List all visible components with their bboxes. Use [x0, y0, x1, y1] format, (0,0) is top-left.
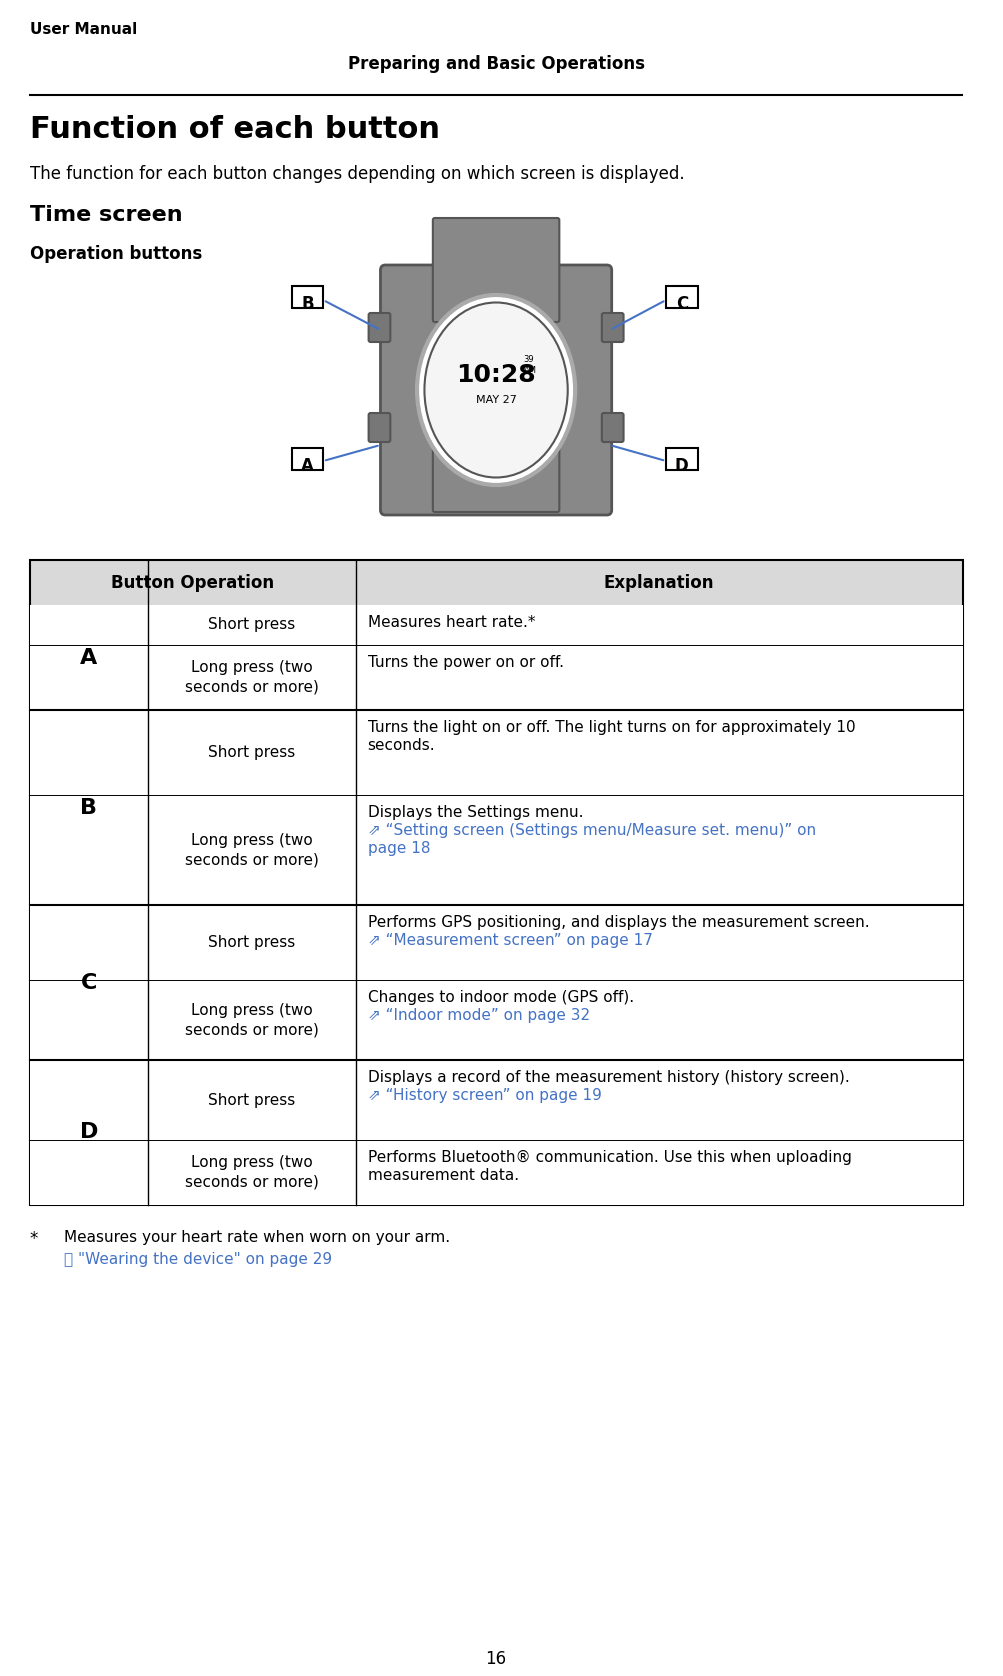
Text: User Manual: User Manual — [30, 22, 136, 37]
Text: Function of each button: Function of each button — [30, 116, 439, 144]
Text: D: D — [674, 458, 688, 474]
Text: Performs Bluetooth® communication. Use this when uploading: Performs Bluetooth® communication. Use t… — [367, 1150, 851, 1165]
Text: Measures your heart rate when worn on your arm.: Measures your heart rate when worn on yo… — [64, 1230, 450, 1245]
Bar — [665, 287, 697, 308]
Bar — [30, 560, 962, 1205]
Text: Changes to indoor mode (GPS off).: Changes to indoor mode (GPS off). — [367, 991, 633, 1006]
Text: Turns the light on or off. The light turns on for approximately 10: Turns the light on or off. The light tur… — [367, 721, 855, 736]
Text: Time screen: Time screen — [30, 204, 183, 225]
Bar — [30, 905, 962, 980]
Bar — [291, 287, 323, 308]
Bar — [30, 560, 962, 605]
Text: MAY 27: MAY 27 — [475, 396, 516, 406]
Text: Short press: Short press — [209, 935, 295, 950]
Text: Long press (two
seconds or more): Long press (two seconds or more) — [185, 660, 319, 696]
Text: 10:28: 10:28 — [455, 364, 536, 387]
Ellipse shape — [416, 295, 575, 484]
Ellipse shape — [424, 302, 567, 478]
FancyBboxPatch shape — [368, 412, 390, 442]
Text: 39
AM: 39 AM — [524, 355, 537, 375]
Text: Operation buttons: Operation buttons — [30, 245, 202, 263]
Bar — [30, 645, 962, 711]
Text: A: A — [80, 647, 97, 667]
FancyBboxPatch shape — [601, 313, 623, 342]
Text: Long press (two
seconds or more): Long press (two seconds or more) — [185, 1002, 319, 1037]
Text: Long press (two
seconds or more): Long press (two seconds or more) — [185, 833, 319, 868]
Text: Preparing and Basic Operations: Preparing and Basic Operations — [347, 55, 644, 74]
Text: ⇗ “Measurement screen” on page 17: ⇗ “Measurement screen” on page 17 — [367, 934, 652, 949]
Text: The function for each button changes depending on which screen is displayed.: The function for each button changes dep… — [30, 164, 684, 183]
Text: 📖 "Wearing the device" on page 29: 📖 "Wearing the device" on page 29 — [64, 1252, 332, 1267]
Text: B: B — [301, 295, 313, 313]
FancyBboxPatch shape — [601, 412, 623, 442]
Bar — [291, 447, 323, 469]
Bar — [30, 980, 962, 1059]
Text: Short press: Short press — [209, 746, 295, 759]
Bar — [30, 1140, 962, 1205]
Bar — [30, 711, 962, 794]
FancyBboxPatch shape — [432, 437, 559, 511]
Text: Explanation: Explanation — [603, 573, 714, 592]
Text: A: A — [301, 458, 314, 474]
Text: Measures heart rate.*: Measures heart rate.* — [367, 615, 535, 630]
Bar — [30, 1059, 962, 1140]
FancyBboxPatch shape — [368, 313, 390, 342]
Text: ⇗ “History screen” on page 19: ⇗ “History screen” on page 19 — [367, 1088, 601, 1103]
Text: 16: 16 — [485, 1649, 507, 1668]
Text: B: B — [80, 798, 97, 818]
Text: ⇗ “Setting screen (Settings menu/Measure set. menu)” on: ⇗ “Setting screen (Settings menu/Measure… — [367, 823, 814, 838]
Text: Short press: Short press — [209, 617, 295, 632]
Text: Displays the Settings menu.: Displays the Settings menu. — [367, 804, 583, 820]
Text: *: * — [30, 1230, 38, 1249]
FancyBboxPatch shape — [380, 265, 611, 515]
Text: Long press (two
seconds or more): Long press (two seconds or more) — [185, 1155, 319, 1190]
Text: page 18: page 18 — [367, 841, 429, 856]
Text: Short press: Short press — [209, 1093, 295, 1108]
Text: Performs GPS positioning, and displays the measurement screen.: Performs GPS positioning, and displays t… — [367, 915, 869, 930]
FancyBboxPatch shape — [432, 218, 559, 322]
Text: D: D — [79, 1123, 98, 1143]
Bar — [665, 447, 697, 469]
Text: Turns the power on or off.: Turns the power on or off. — [367, 655, 563, 670]
Bar — [30, 605, 962, 645]
Bar — [30, 794, 962, 905]
Text: Displays a record of the measurement history (history screen).: Displays a record of the measurement his… — [367, 1069, 849, 1084]
Text: measurement data.: measurement data. — [367, 1168, 519, 1183]
Text: C: C — [80, 972, 97, 992]
Text: ⇗ “Indoor mode” on page 32: ⇗ “Indoor mode” on page 32 — [367, 1007, 589, 1022]
Text: Button Operation: Button Operation — [111, 573, 274, 592]
Text: C: C — [675, 295, 687, 313]
Text: seconds.: seconds. — [367, 737, 435, 753]
